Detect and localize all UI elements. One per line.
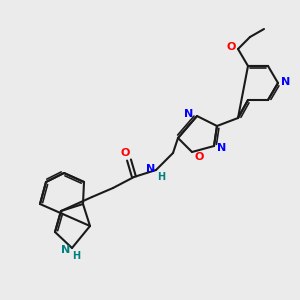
Text: N: N	[146, 164, 156, 174]
Text: H: H	[72, 251, 80, 261]
Text: O: O	[194, 152, 204, 162]
Text: O: O	[120, 148, 130, 158]
Text: H: H	[157, 172, 165, 182]
Text: N: N	[61, 245, 70, 255]
Text: N: N	[218, 143, 226, 153]
Text: N: N	[281, 77, 291, 87]
Text: O: O	[226, 42, 236, 52]
Text: N: N	[184, 109, 194, 119]
